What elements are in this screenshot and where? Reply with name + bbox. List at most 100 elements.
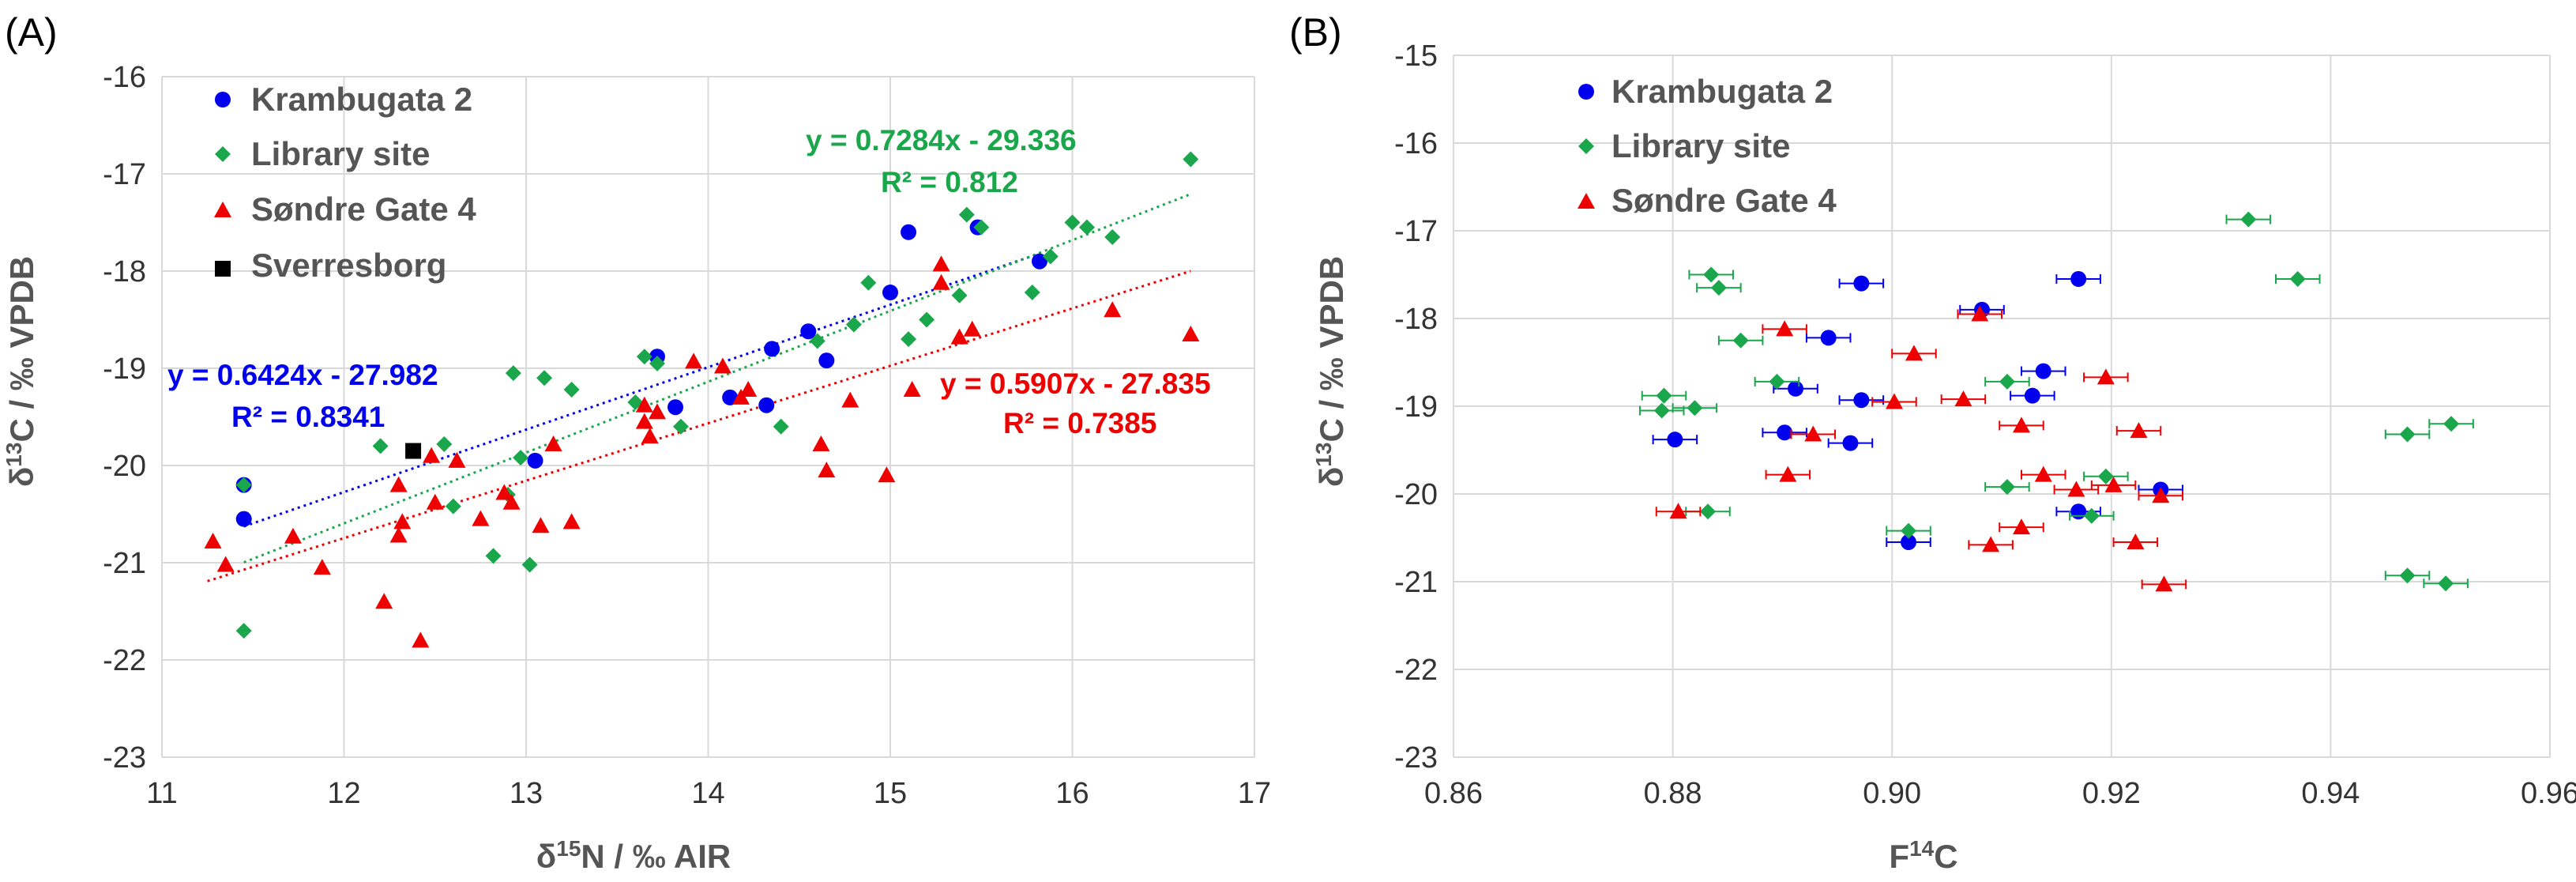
legend-a-sondre: Søndre Gate 4 xyxy=(251,190,476,228)
b-y-tick-label: -16 xyxy=(1394,127,1438,160)
panel-b-tick-labels: 0.86 0.88 0.90 0.92 0.94 0.96 -15 -16 -17 -18 -19 -… xyxy=(1394,40,2576,810)
equation-krambugata: y = 0.6424x - 27.982 xyxy=(167,359,438,391)
a-point-library xyxy=(485,548,502,564)
a-point-sondre xyxy=(1104,301,1122,318)
b-point-library xyxy=(1710,280,1727,296)
a-x-tick-label: 13 xyxy=(510,777,543,810)
a-point-sondre xyxy=(313,559,331,575)
b-point-library xyxy=(2399,426,2416,443)
a-point-library xyxy=(672,418,689,435)
b-y-tick-label: -21 xyxy=(1394,566,1438,599)
b-point-krambugata xyxy=(2024,387,2040,404)
panel-a-legend: Krambugata 2 Library site Søndre Gate 4 … xyxy=(214,81,476,284)
b-y-tick-label: -22 xyxy=(1394,654,1438,687)
b-x-tick-label: 0.92 xyxy=(2082,777,2141,810)
a-point-sverresborg xyxy=(405,443,422,459)
a-point-library xyxy=(1078,219,1095,236)
b-point-sondre xyxy=(2152,487,2170,503)
panel-b-gridlines xyxy=(1453,55,2551,758)
a-y-tick-label: -19 xyxy=(103,352,146,386)
a-point-krambugata xyxy=(818,352,835,369)
legend-b-sondre-marker xyxy=(1578,193,1595,209)
a-point-sondre xyxy=(635,413,653,429)
b-point-krambugata xyxy=(1853,392,1870,409)
a-y-tick-label: -21 xyxy=(103,547,146,580)
a-point-library xyxy=(521,556,538,573)
b-point-sondre xyxy=(2130,422,2148,439)
a-x-tick-label: 14 xyxy=(691,777,724,810)
a-point-library xyxy=(860,274,877,291)
legend-sondre-marker xyxy=(214,202,231,217)
panel-b-data-points xyxy=(1638,211,2474,592)
panel-a: (A) 11 12 13 14 15 16 17 -16 -17 -18 -19 -20 -21 -22 -… xyxy=(2,10,1272,875)
a-x-tick-label: 17 xyxy=(1238,777,1271,810)
a-point-sondre xyxy=(426,493,444,510)
a-y-tick-label: -17 xyxy=(103,158,146,191)
b-y-tick-label: -20 xyxy=(1394,478,1438,511)
panel-b-label: (B) xyxy=(1289,10,1342,55)
b-point-library xyxy=(1687,400,1703,416)
b-point-sondre xyxy=(1885,393,1903,409)
a-point-library xyxy=(1104,228,1121,245)
b-point-krambugata xyxy=(2070,503,2087,520)
r2-library: R² = 0.812 xyxy=(881,166,1018,198)
a-point-library xyxy=(636,349,652,365)
a-point-sondre xyxy=(950,328,968,345)
a-x-tick-label: 12 xyxy=(327,777,360,810)
b-point-library xyxy=(2443,416,2460,432)
a-x-tick-label: 15 xyxy=(874,777,907,810)
a-point-library xyxy=(901,331,917,348)
a-point-library xyxy=(513,450,529,466)
a-point-library xyxy=(505,365,521,382)
b-point-krambugata xyxy=(1777,424,1793,441)
b-y-tick-label: -19 xyxy=(1394,390,1438,424)
a-point-sondre xyxy=(532,517,550,533)
b-point-sondre xyxy=(2104,476,2123,492)
legend-krambugata-marker xyxy=(215,92,231,107)
b-point-krambugata xyxy=(1667,432,1683,448)
b-point-sondre xyxy=(2012,416,2030,433)
a-point-library xyxy=(1183,151,1199,168)
trendline-sondre xyxy=(207,270,1191,582)
b-point-sondre xyxy=(1982,536,2000,552)
b-point-sondre xyxy=(1971,305,1989,322)
a-point-krambugata xyxy=(235,511,252,527)
panel-a-data-points xyxy=(204,151,1200,648)
a-point-sondre xyxy=(448,451,466,468)
a-point-sondre xyxy=(878,466,896,483)
r2-krambugata: R² = 0.8341 xyxy=(231,401,385,433)
a-point-library xyxy=(445,498,461,514)
legend-b-krambugata-marker xyxy=(1578,84,1594,100)
a-point-sondre xyxy=(841,391,859,408)
a-y-tick-label: -16 xyxy=(103,61,146,94)
a-point-sondre xyxy=(495,484,513,500)
a-point-sondre xyxy=(204,532,222,548)
a-point-sondre xyxy=(389,526,408,543)
a-point-library xyxy=(372,438,389,454)
a-point-library xyxy=(973,219,990,236)
b-point-krambugata xyxy=(2070,271,2087,288)
a-point-sondre xyxy=(932,255,950,272)
a-point-sondre xyxy=(423,447,441,463)
a-point-sondre xyxy=(812,435,830,451)
a-point-library xyxy=(1042,248,1059,265)
b-point-library xyxy=(1999,373,2015,390)
b-point-sondre xyxy=(1954,390,1972,407)
b-point-library xyxy=(1769,373,1785,390)
trendline-library xyxy=(243,193,1191,564)
a-point-library xyxy=(1064,214,1081,231)
b-point-sondre xyxy=(1905,345,1923,361)
a-point-sondre xyxy=(393,513,412,530)
a-point-krambugata xyxy=(527,452,543,469)
b-point-krambugata xyxy=(1820,330,1837,346)
panel-b: (B) 0.86 0.88 0.90 0.92 0.94 0.96 -15 -16 -17 -18… xyxy=(1289,10,2576,875)
a-point-library xyxy=(649,355,665,371)
panel-a-tick-labels: 11 12 13 14 15 16 17 -16 -17 -18 -19 -20 -21 -22 -23 xyxy=(103,61,1271,810)
equation-library: y = 0.7284x - 29.336 xyxy=(806,124,1077,156)
a-x-tick-label: 11 xyxy=(146,777,177,810)
b-point-library xyxy=(1732,332,1749,349)
b-y-tick-label: -18 xyxy=(1394,303,1438,336)
a-point-library xyxy=(951,287,968,303)
panel-a-y-axis-label: δ13C / ‰ VPDB xyxy=(2,256,41,487)
